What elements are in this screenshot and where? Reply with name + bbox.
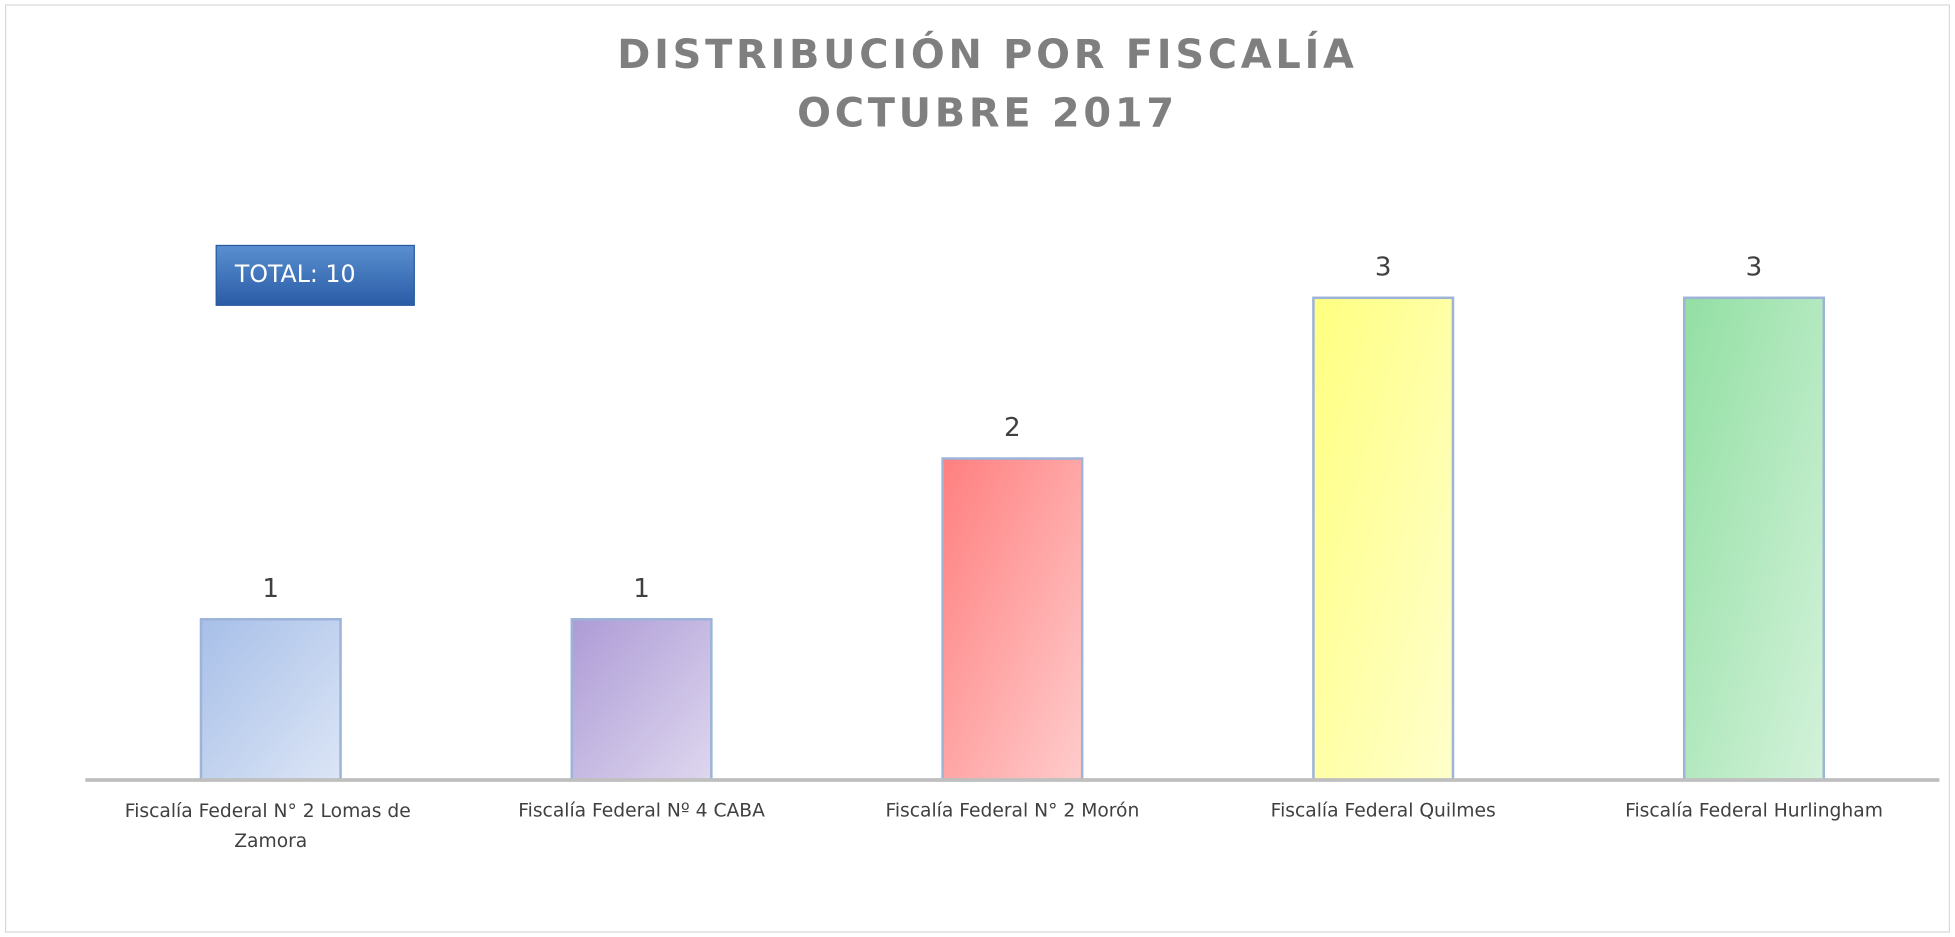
annotation: TOTAL: 10 <box>234 260 356 288</box>
data-label: 3 <box>1746 252 1763 282</box>
plot: 1 Fiscalía Federal N° 2 Lomas de Zamora 1 F… <box>125 252 1883 851</box>
x-tick-label: Fiscalía Federal Quilmes <box>1271 801 1496 822</box>
data-label: 3 <box>1375 252 1392 282</box>
chart-title: DISTRIBUCIÓN POR FISCALÍA <box>617 31 1357 78</box>
annotation-box <box>215 244 415 306</box>
x-tick-label: Fiscalía Federal Nº 4 CABA <box>518 801 765 822</box>
bar <box>199 618 342 782</box>
bar <box>1682 296 1826 782</box>
bar <box>941 457 1084 782</box>
x-tick-label: Fiscalía Federal N° 2 Lomas de Zamora <box>125 801 417 852</box>
data-label: 1 <box>633 574 650 604</box>
bar <box>570 618 713 782</box>
x-tick-label: Fiscalía Federal Hurlingham <box>1625 801 1883 822</box>
data-label: 1 <box>262 574 279 604</box>
x-tick-label: Fiscalía Federal N° 2 Morón <box>885 801 1139 822</box>
chart-title: OCTUBRE 2017 <box>797 90 1178 136</box>
data-label: 2 <box>1004 413 1021 443</box>
bar <box>1312 296 1455 782</box>
